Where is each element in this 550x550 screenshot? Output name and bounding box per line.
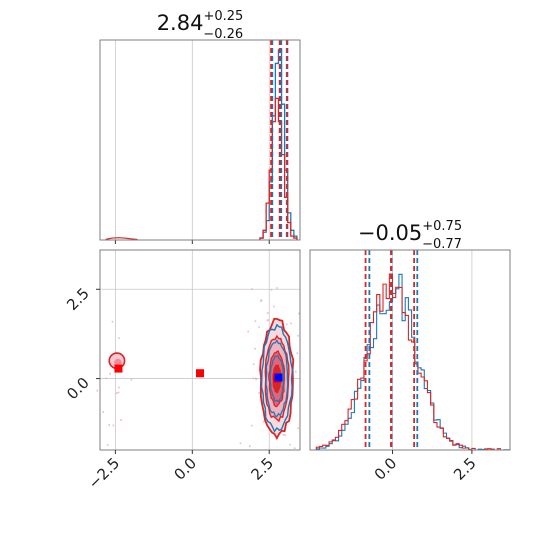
scatter-point — [130, 378, 133, 381]
scatter-point — [262, 420, 265, 423]
scatter-point — [120, 419, 122, 421]
scatter-point — [267, 319, 270, 321]
scatter-point — [282, 433, 285, 436]
scatter-point — [293, 447, 296, 450]
title-plus: +0.75 — [422, 219, 462, 234]
blue-contour-level — [265, 339, 289, 418]
scatter-point — [108, 424, 111, 426]
panel-frame — [99, 249, 301, 451]
scatter-point — [111, 320, 114, 323]
scatter-point — [250, 424, 253, 427]
scatter-point — [251, 288, 253, 290]
marker_red-square-marker — [114, 364, 123, 373]
scatter-point — [239, 442, 242, 445]
marker_blue-square-marker — [274, 373, 283, 382]
scatter-point — [258, 326, 260, 328]
scatter-point — [96, 389, 99, 392]
title-value: −0.05 — [358, 221, 422, 245]
secondary-mode-histogram — [105, 237, 138, 241]
scatter-point — [258, 392, 260, 394]
scatter-point — [275, 438, 278, 440]
scatter-point — [290, 322, 292, 325]
scatter-point — [118, 386, 120, 389]
panel-frame — [99, 39, 301, 241]
blue-contour-level — [269, 355, 285, 403]
truth-markers — [114, 364, 283, 383]
scatter-point — [298, 312, 300, 315]
blue-contour-level — [260, 323, 294, 433]
scatter-point — [259, 300, 262, 303]
scatter-point — [115, 392, 118, 394]
histogram-series — [105, 49, 298, 241]
scatter-point — [266, 312, 269, 314]
title-plus: +0.25 — [203, 9, 243, 24]
scatter-point — [254, 377, 257, 380]
scatter-point — [105, 377, 108, 380]
scatter-point — [266, 319, 269, 322]
scatter-point — [297, 427, 299, 430]
scatter-point — [294, 370, 297, 373]
scatter-point — [106, 444, 109, 446]
scatter-point — [254, 320, 257, 322]
scatter-point — [252, 377, 255, 380]
scatter-point — [273, 305, 275, 308]
scatter-point — [248, 445, 251, 448]
title-minus: −0.77 — [422, 237, 462, 252]
panel-frame — [309, 249, 511, 451]
scatter-point — [109, 372, 111, 375]
scatter-point — [297, 334, 299, 337]
scatter-point — [247, 330, 249, 333]
marginal-panel-param2: 0.0 2.5 −0.05+0.75 −0.77 — [309, 219, 511, 484]
panel-title: −0.05+0.75 −0.77 — [358, 219, 462, 252]
scatter-point — [289, 443, 291, 446]
marginal-panel-param1: 2.84+0.25 −0.26 — [99, 9, 301, 244]
panel-title: 2.84+0.25 −0.26 — [157, 9, 244, 42]
title-value: 2.84 — [157, 11, 204, 35]
scatter-point — [117, 391, 120, 394]
scatter-point — [102, 411, 105, 413]
quantile-lines — [270, 40, 289, 240]
scatter-point — [118, 337, 120, 339]
marker_red-square-marker — [196, 369, 204, 378]
scatter-point — [112, 424, 115, 427]
scatter-point — [276, 287, 278, 289]
scatter-point — [270, 288, 273, 291]
scatter-point — [296, 352, 299, 355]
title-minus: −0.26 — [203, 27, 243, 42]
scatter-point — [260, 299, 263, 301]
scatter-point — [284, 434, 287, 436]
red-histogram-step — [259, 97, 298, 240]
scatter-point — [285, 323, 288, 326]
quantile-lines — [364, 250, 419, 450]
scatter-point — [254, 347, 256, 350]
scatter-point — [252, 363, 255, 366]
